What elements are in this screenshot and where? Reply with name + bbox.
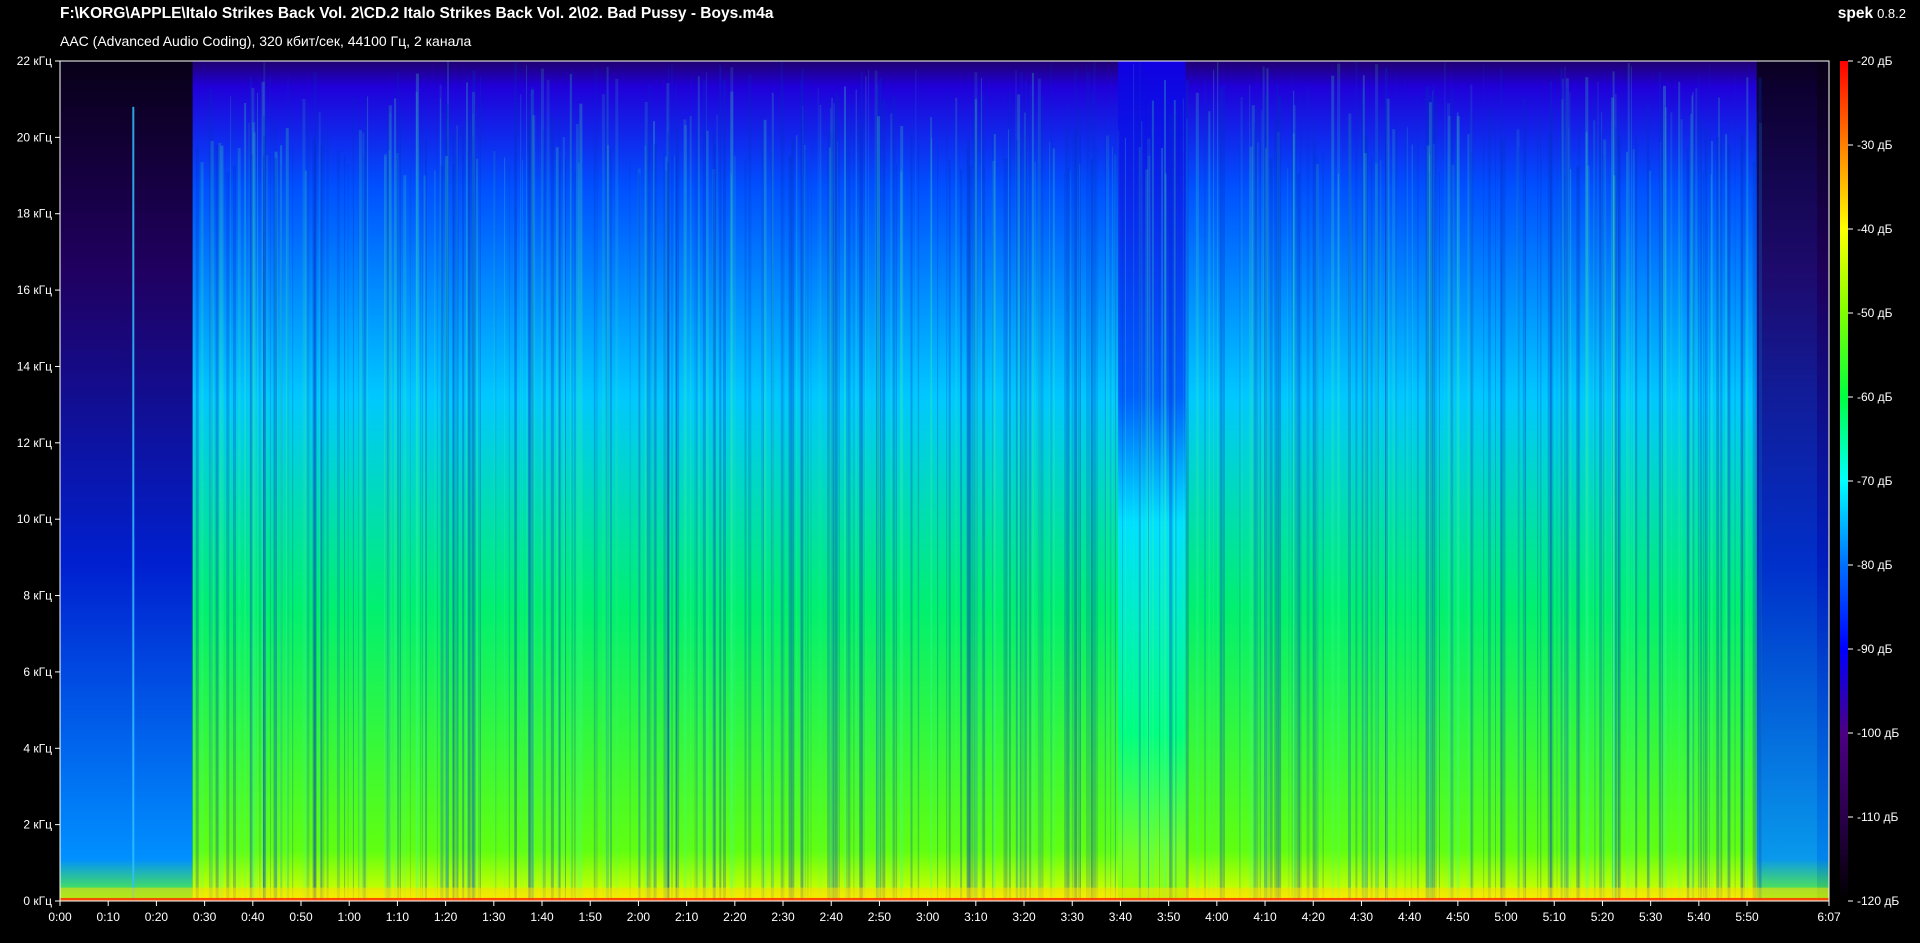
x-tick-label: 3:30 (1061, 910, 1085, 924)
y-tick-label: 18 кГц (17, 207, 52, 221)
x-tick-label: 4:50 (1446, 910, 1470, 924)
time-axis: 0:00 0:10 0:20 0:30 0:40 0:50 1:00 1:10 1:20 1:30… (48, 901, 1841, 924)
legend-tick-label: -120 дБ (1857, 894, 1899, 908)
x-tick-label: 1:40 (530, 910, 554, 924)
spectrum-bass-band (60, 887, 1829, 901)
y-tick-label: 20 кГц (17, 130, 52, 144)
legend-tick-label: -80 дБ (1857, 558, 1893, 572)
y-tick-label: 22 кГц (17, 54, 52, 68)
x-tick-label: 1:00 (338, 910, 362, 924)
x-tick-label: 2:00 (627, 910, 651, 924)
x-tick-label: 2:10 (675, 910, 699, 924)
x-tick-label: 3:50 (1157, 910, 1181, 924)
x-tick-label: 0:20 (145, 910, 169, 924)
x-tick-label: 5:10 (1543, 910, 1567, 924)
file-path-title: F:\KORG\APPLE\Italo Strikes Back Vol. 2\… (60, 5, 774, 22)
spectrum-breakdown (1118, 61, 1186, 901)
y-tick-label: 2 кГц (23, 818, 52, 832)
x-tick-label: 4:00 (1205, 910, 1229, 924)
y-tick-label: 16 кГц (17, 283, 52, 297)
y-tick-label: 12 кГц (17, 436, 52, 450)
x-tick-label: 2:50 (868, 910, 892, 924)
legend-tick-label: -40 дБ (1857, 222, 1893, 236)
y-tick-label: 4 кГц (23, 741, 52, 755)
x-tick-label: 1:10 (386, 910, 410, 924)
plot-frame (59, 60, 1830, 902)
x-tick-label: 0:40 (241, 910, 265, 924)
x-tick-label: 4:30 (1350, 910, 1374, 924)
y-tick-label: 8 кГц (23, 589, 52, 603)
x-tick-label: 6:07 (1817, 910, 1841, 924)
x-tick-label: 0:50 (289, 910, 313, 924)
legend-tick-label: -30 дБ (1857, 138, 1893, 152)
y-tick-label: 6 кГц (23, 665, 52, 679)
spectrum-bass-peak (60, 897, 1829, 901)
legend-tick-label: -110 дБ (1857, 810, 1898, 824)
x-tick-label: 3:40 (1109, 910, 1133, 924)
x-tick-label: 1:30 (482, 910, 506, 924)
spectrogram-plot-area (59, 60, 1830, 902)
app-version-number: 0.8.2 (1877, 6, 1906, 21)
legend-tick-label: -50 дБ (1857, 306, 1893, 320)
frequency-axis: 0 кГц 2 кГц 4 кГц 6 кГц 8 кГц 10 кГц 12 кГц 14 … (17, 54, 60, 908)
x-tick-label: 2:20 (723, 910, 747, 924)
spectrum-main (192, 61, 1817, 901)
x-tick-label: 0:10 (97, 910, 121, 924)
x-tick-label: 4:20 (1302, 910, 1326, 924)
spectrum-texture (195, 61, 1762, 902)
x-tick-label: 5:20 (1591, 910, 1615, 924)
x-tick-label: 0:00 (48, 910, 72, 924)
legend-tick-label: -100 дБ (1857, 726, 1899, 740)
x-tick-label: 3:20 (1012, 910, 1036, 924)
spectrum-transient (132, 106, 135, 902)
x-tick-label: 5:40 (1687, 910, 1711, 924)
y-tick-label: 14 кГц (17, 359, 52, 373)
db-color-bar (1840, 61, 1848, 901)
app-name: spek (1837, 5, 1874, 22)
spectrum-intro (60, 61, 193, 901)
x-tick-label: 5:30 (1639, 910, 1663, 924)
x-tick-label: 3:10 (964, 910, 988, 924)
x-tick-label: 3:00 (916, 910, 940, 924)
x-tick-label: 2:40 (820, 910, 844, 924)
db-legend: -20 дБ -30 дБ -40 дБ -50 дБ -60 дБ -70 дБ -80 … (1840, 54, 1899, 908)
legend-tick-label: -60 дБ (1857, 390, 1893, 404)
y-tick-label: 10 кГц (17, 512, 52, 526)
x-tick-label: 1:50 (579, 910, 603, 924)
x-tick-label: 0:30 (193, 910, 217, 924)
audio-format-info: AAC (Advanced Audio Coding), 320 кбит/се… (60, 33, 472, 49)
x-tick-label: 1:20 (434, 910, 458, 924)
y-tick-label: 0 кГц (23, 894, 52, 908)
x-tick-label: 2:30 (771, 910, 795, 924)
x-tick-label: 4:40 (1398, 910, 1422, 924)
legend-tick-label: -70 дБ (1857, 474, 1893, 488)
legend-tick-label: -20 дБ (1857, 54, 1893, 68)
app-version: spek 0.8.2 (1838, 5, 1906, 23)
legend-tick-label: -90 дБ (1857, 642, 1893, 656)
spectrum-outro (1756, 61, 1829, 901)
x-tick-label: 4:10 (1253, 910, 1277, 924)
x-tick-label: 5:50 (1735, 910, 1759, 924)
x-tick-label: 5:00 (1494, 910, 1518, 924)
